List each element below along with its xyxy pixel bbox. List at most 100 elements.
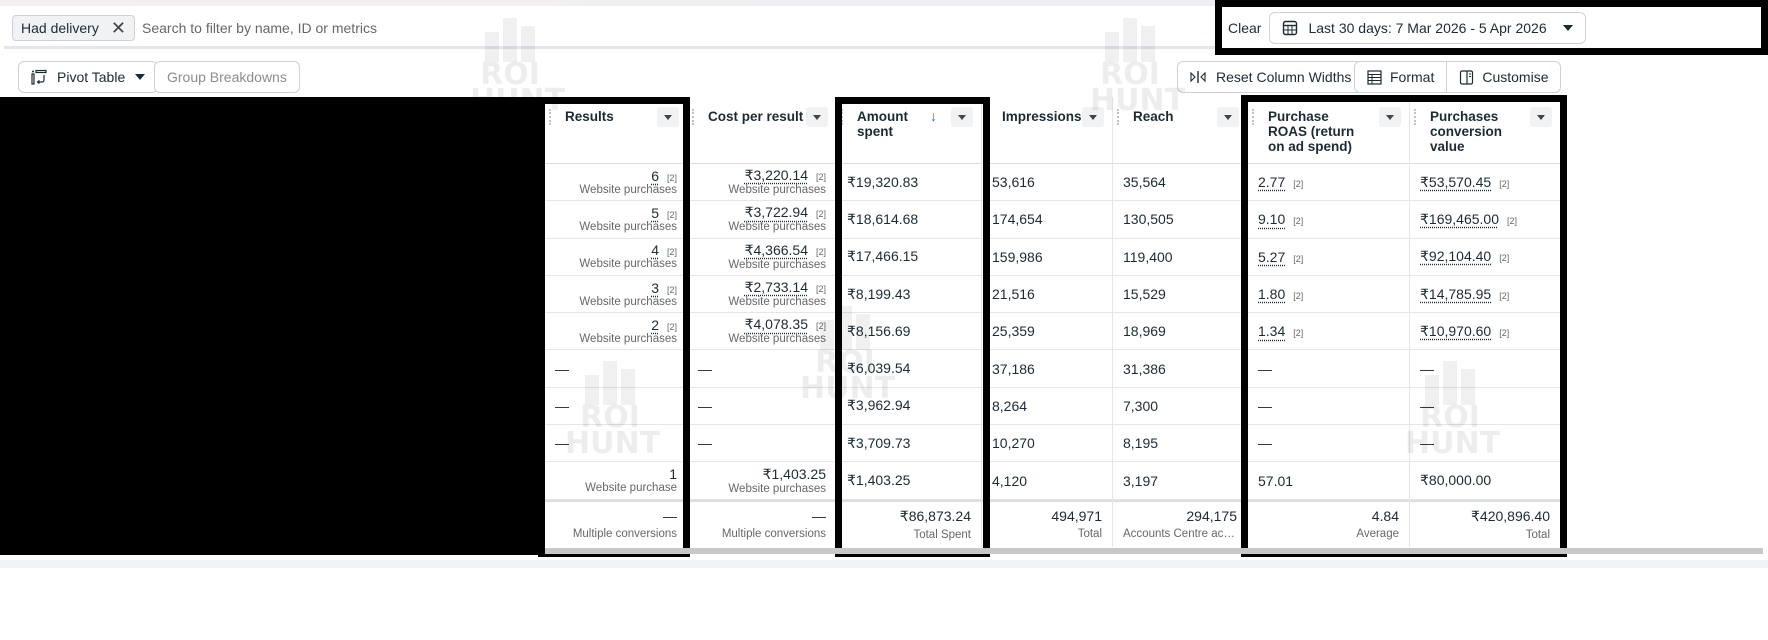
- cell-value[interactable]: ₹92,104.40: [1420, 248, 1492, 265]
- date-range-picker[interactable]: Last 30 days: 7 Mar 2026 - 5 Apr 2026: [1269, 11, 1586, 44]
- column-header-label: Purchase ROAS (return on ad spend): [1268, 109, 1355, 154]
- search-input[interactable]: [142, 15, 1042, 41]
- pivot-table-label: Pivot Table: [57, 69, 126, 85]
- sort-descending-icon[interactable]: ↓: [930, 108, 937, 124]
- table-cell: ₹19,320.83: [837, 164, 981, 202]
- table-cell: —: [545, 425, 687, 463]
- cell-value: 159,986: [992, 248, 1043, 265]
- group-breakdowns-button[interactable]: Group Breakdowns: [154, 61, 300, 93]
- cell-footnote: [2]: [1499, 327, 1510, 338]
- cell-subtext: Website purchases: [579, 183, 677, 196]
- cell-value[interactable]: 9.10: [1258, 211, 1286, 228]
- table-cell: —: [545, 388, 687, 426]
- drag-handle-icon[interactable]: [1252, 109, 1254, 125]
- format-button[interactable]: Format: [1355, 62, 1446, 92]
- cell-value: —: [1258, 360, 1272, 377]
- cell-value: —: [1258, 397, 1272, 414]
- cell-value[interactable]: 4: [651, 242, 659, 259]
- table-cell: ₹1,403.25 Website purchases: [688, 462, 836, 500]
- table-cell: 119,400: [1113, 239, 1247, 276]
- chevron-down-icon: [1386, 114, 1394, 120]
- close-icon[interactable]: ✕: [110, 18, 126, 38]
- cell-value[interactable]: 5: [651, 204, 659, 221]
- cell-subtext: Website purchases: [728, 184, 826, 197]
- cell-value[interactable]: 6: [651, 167, 659, 184]
- total-value: —: [663, 508, 677, 525]
- column-header-amount-spent[interactable]: Amount spent ↓: [837, 97, 981, 164]
- cell-value[interactable]: 1.80: [1258, 286, 1286, 303]
- cell-value: 35,564: [1123, 174, 1166, 191]
- total-label: Multiple conversions: [721, 528, 826, 541]
- cell-value[interactable]: ₹3,220.14: [744, 167, 808, 184]
- column-menu-button[interactable]: [657, 107, 679, 127]
- format-label: Format: [1390, 69, 1435, 85]
- table-cell: ₹4,366.54 [2] Website purchases: [688, 239, 836, 276]
- column-header-purchase-roas[interactable]: Purchase ROAS (return on ad spend): [1248, 97, 1409, 164]
- cell-value[interactable]: ₹53,570.45: [1420, 173, 1492, 190]
- cell-value[interactable]: ₹14,785.95: [1420, 285, 1492, 302]
- column-menu-button[interactable]: [1379, 107, 1401, 127]
- pivot-table-button[interactable]: Pivot Table: [18, 61, 159, 93]
- column-header-impressions[interactable]: Impressions: [982, 97, 1112, 164]
- cell-value[interactable]: ₹4,078.35: [744, 316, 808, 333]
- cell-value: 1: [669, 466, 677, 483]
- cell-value: ₹3,962.94: [847, 397, 911, 414]
- table-cell: ₹17,466.15: [837, 239, 981, 276]
- cell-value[interactable]: 2: [651, 316, 659, 333]
- column-header-results[interactable]: Results: [545, 97, 687, 164]
- table-cell: ₹1,403.25: [837, 462, 981, 500]
- cell-value[interactable]: ₹4,366.54: [744, 241, 808, 258]
- drag-handle-icon[interactable]: [986, 109, 988, 125]
- cell-value[interactable]: ₹10,970.60: [1420, 322, 1492, 339]
- column-impressions: Impressions 53,616 174,654 159,986 21,51…: [982, 97, 1113, 547]
- column-menu-button[interactable]: [1530, 107, 1552, 127]
- drag-handle-icon[interactable]: [692, 109, 694, 125]
- horizontal-scrollbar[interactable]: [545, 548, 1763, 554]
- cell-value: 174,654: [992, 211, 1043, 228]
- column-menu-button[interactable]: [806, 107, 828, 127]
- column-header-purchases-conversion-value[interactable]: Purchases conversion value: [1410, 97, 1560, 164]
- column-header-label: Purchases conversion value: [1430, 109, 1503, 154]
- table-cell: 21,516: [982, 276, 1112, 314]
- column-reach: Reach 35,564 130,505 119,400 15,529 18,9…: [1113, 97, 1248, 547]
- pivot-table-icon: [31, 69, 47, 85]
- total-cell: — Multiple conversions: [688, 499, 836, 548]
- cell-value: 130,505: [1123, 211, 1174, 228]
- total-value: —: [812, 508, 826, 525]
- table-cell: 10,270: [982, 425, 1112, 463]
- column-menu-button[interactable]: [951, 107, 973, 127]
- cell-subtext: Website purchases: [728, 482, 826, 495]
- column-header-reach[interactable]: Reach: [1113, 97, 1247, 164]
- cell-value[interactable]: ₹3,722.94: [744, 204, 808, 221]
- clear-button[interactable]: Clear: [1228, 19, 1262, 36]
- table-cell: ₹53,570.45 [2]: [1410, 164, 1560, 202]
- column-menu-button[interactable]: [1082, 107, 1104, 127]
- customise-button[interactable]: Customise: [1446, 62, 1560, 92]
- reset-column-widths-button[interactable]: Reset Column Widths: [1177, 61, 1365, 93]
- cell-value[interactable]: 1.34: [1258, 323, 1286, 340]
- cell-footnote: [2]: [666, 321, 677, 332]
- table-toolbar: Pivot Table Group Breakdowns Reset Colum…: [4, 55, 1764, 97]
- column-menu-button[interactable]: [1217, 107, 1239, 127]
- column-header-label: Cost per result: [708, 109, 804, 124]
- column-header-cost-per-result[interactable]: Cost per result: [688, 97, 836, 164]
- table-cell: 5.27 [2]: [1248, 239, 1409, 276]
- drag-handle-icon[interactable]: [841, 109, 843, 125]
- table-cell: 7,300: [1113, 388, 1247, 426]
- cell-value[interactable]: 3: [651, 279, 659, 296]
- cell-subtext: Website purchases: [579, 220, 677, 233]
- drag-handle-icon[interactable]: [1414, 109, 1416, 125]
- chevron-down-icon: [813, 114, 821, 120]
- table-cell: 53,616: [982, 164, 1112, 202]
- cell-value[interactable]: ₹2,733.14: [744, 279, 808, 296]
- cell-value: 8,195: [1123, 435, 1159, 452]
- column-purchases-conversion-value: Purchases conversion value ₹53,570.45 [2]…: [1410, 97, 1560, 547]
- drag-handle-icon[interactable]: [1117, 109, 1119, 125]
- cell-value[interactable]: 5.27: [1258, 248, 1286, 265]
- drag-handle-icon[interactable]: [549, 109, 551, 125]
- cell-value[interactable]: ₹169,465.00: [1420, 210, 1499, 227]
- filter-chip-had-delivery[interactable]: Had delivery ✕: [12, 15, 135, 41]
- cell-value: ₹8,199.43: [847, 285, 911, 302]
- table-cell: ₹169,465.00 [2]: [1410, 201, 1560, 239]
- cell-value[interactable]: 2.77: [1258, 174, 1286, 191]
